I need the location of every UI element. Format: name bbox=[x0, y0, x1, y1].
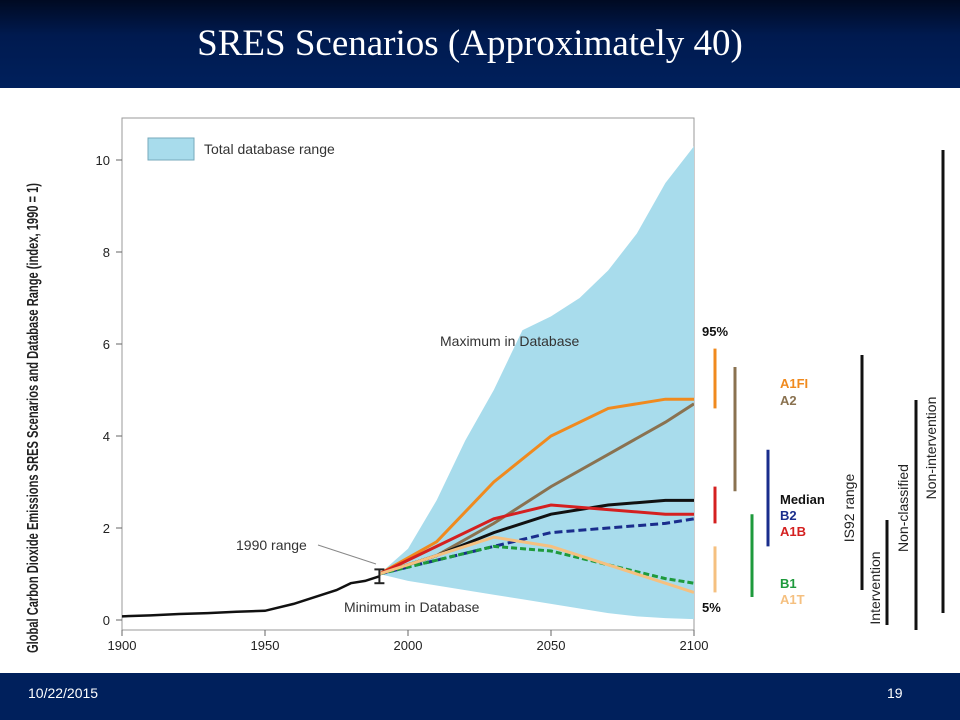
slide-title: SRES Scenarios (Approximately 40) bbox=[197, 23, 743, 64]
footer-date: 10/22/2015 bbox=[28, 685, 99, 701]
series-line-b2 bbox=[379, 517, 694, 576]
series-line-a1t bbox=[378, 535, 694, 594]
intervention-label: Intervention bbox=[867, 551, 883, 624]
range-1990-pointer bbox=[317, 544, 377, 565]
scenario-range-bars bbox=[713, 348, 770, 597]
x-axis: 1900 1950 2000 2050 2100 bbox=[108, 630, 709, 653]
min-annotation: Minimum in Database bbox=[344, 599, 480, 615]
x-tick-label: 1900 bbox=[108, 638, 137, 653]
label-median: Median bbox=[780, 492, 825, 507]
x-tick-label: 2050 bbox=[537, 638, 566, 653]
nonintervention-label: Non-intervention bbox=[923, 397, 939, 500]
emissions-chart: Total database range 1900 1950 2000 2050 210… bbox=[25, 117, 945, 653]
title-bar bbox=[0, 0, 960, 88]
label-a2: A2 bbox=[780, 393, 797, 408]
y-tick-label: 2 bbox=[103, 521, 110, 536]
nonclassified-label: Non-classified bbox=[895, 464, 911, 552]
database-range-area bbox=[379, 146, 694, 620]
label-a1t: A1T bbox=[780, 592, 805, 607]
y-tick-label: 6 bbox=[103, 337, 110, 352]
p95-label: 95% bbox=[702, 324, 728, 339]
page-number: 19 bbox=[887, 685, 903, 701]
x-tick-label: 2100 bbox=[680, 638, 709, 653]
series-line-a1fi bbox=[378, 397, 694, 576]
y-tick-label: 10 bbox=[96, 153, 110, 168]
range-1990-marker bbox=[374, 568, 385, 585]
x-tick-label: 2000 bbox=[394, 638, 423, 653]
label-a1b: A1B bbox=[780, 524, 806, 539]
label-a1fi: A1FI bbox=[780, 376, 808, 391]
y-axis-label: Global Carbon Dioxide Emissions SRES Sce… bbox=[25, 183, 42, 653]
range-1990-annotation: 1990 range bbox=[236, 537, 307, 553]
footer-bar bbox=[0, 673, 960, 720]
series-lines bbox=[378, 397, 694, 594]
y-tick-label: 0 bbox=[103, 613, 110, 628]
x-tick-label: 1950 bbox=[251, 638, 280, 653]
y-tick-label: 4 bbox=[103, 429, 110, 444]
plot-area bbox=[122, 146, 694, 620]
legend-label: Total database range bbox=[204, 141, 335, 157]
is92-label: IS92 range bbox=[841, 474, 857, 543]
historical-line bbox=[122, 575, 380, 618]
p5-label: 5% bbox=[702, 600, 721, 615]
y-tick-label: 8 bbox=[103, 245, 110, 260]
max-annotation: Maximum in Database bbox=[440, 333, 579, 349]
label-b2: B2 bbox=[780, 508, 797, 523]
series-line-b1 bbox=[379, 544, 694, 585]
y-axis: 0 2 4 6 8 10 bbox=[96, 153, 122, 628]
legend-swatch bbox=[147, 137, 195, 161]
series-line-a1b bbox=[378, 503, 694, 576]
label-b1: B1 bbox=[780, 576, 797, 591]
